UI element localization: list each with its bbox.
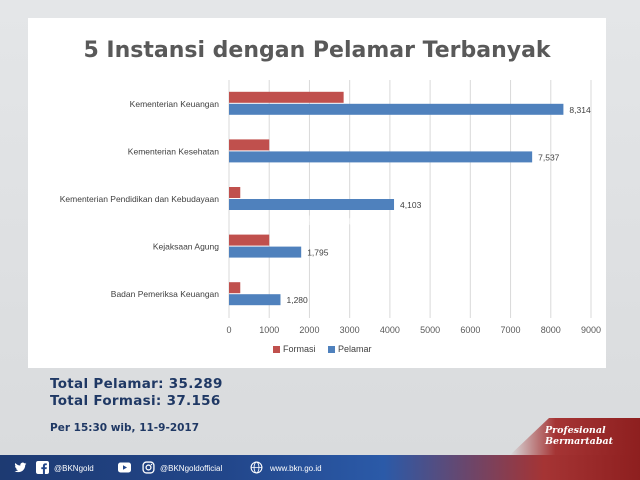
globe-icon (250, 461, 263, 474)
category-label: Kejaksaan Agung (153, 242, 219, 252)
x-tick-label: 8000 (541, 325, 561, 335)
youtube-icon (118, 462, 131, 473)
instagram-icon (142, 461, 155, 474)
data-label: 4,103 (400, 200, 422, 210)
x-tick-label: 6000 (460, 325, 480, 335)
x-tick-label: 1000 (259, 325, 279, 335)
category-label: Kementerian Keuangan (130, 99, 220, 109)
facebook-handle: @BKNgold (54, 464, 94, 473)
legend-label: Formasi (283, 344, 316, 354)
watermark-text: @BKNgold (283, 212, 357, 228)
total-pelamar: Total Pelamar: 35.289 (50, 376, 223, 392)
summary-block: Total Pelamar: 35.289 Total Formasi: 37.… (50, 376, 223, 434)
category-label: Badan Pemeriksa Keuangan (111, 289, 219, 299)
total-formasi: Total Formasi: 37.156 (50, 393, 221, 409)
bar-formasi (229, 91, 344, 103)
bar-pelamar (229, 151, 533, 163)
bar-formasi (229, 139, 270, 151)
data-label: 8,314 (569, 105, 591, 115)
bar-pelamar (229, 294, 281, 306)
bar-formasi (229, 282, 241, 294)
tagline-line-2: Bermartabat (545, 436, 614, 447)
twitter-icon (14, 462, 27, 473)
bar-chart: 0 1000 2000 3000 4000 5000 6000 7000 8000 9000 Kem… (60, 80, 601, 354)
chart-panel: 0 1000 2000 3000 4000 5000 6000 7000 8000 9000 Kem… (28, 18, 606, 368)
bar-pelamar (229, 199, 395, 210)
chart-title: 5 Instansi dengan Pelamar Terbanyak (83, 38, 551, 63)
facebook-icon (36, 461, 49, 474)
legend-label: Pelamar (338, 344, 372, 354)
bar-pelamar (229, 246, 302, 258)
footer-bar: @BKNgold @BKNgoldofficial www.bkn.go.id (0, 455, 640, 480)
legend-swatch (273, 346, 280, 353)
x-tick-label: 9000 (581, 325, 601, 335)
website-url: www.bkn.go.id (270, 464, 322, 473)
data-label: 7,537 (538, 152, 560, 162)
category-label: Kementerian Kesehatan (128, 146, 219, 156)
instagram-handle: @BKNgoldofficial (160, 464, 223, 473)
x-tick-label: 3000 (340, 325, 360, 335)
x-tick-label: 7000 (501, 325, 521, 335)
x-tick-label: 5000 (420, 325, 440, 335)
tagline-line-1: Profesional (545, 425, 606, 436)
bar-pelamar (229, 103, 564, 115)
x-tick-label: 2000 (299, 325, 319, 335)
bar-formasi (229, 234, 270, 246)
data-label: 1,280 (286, 295, 308, 305)
x-tick-label: 0 (226, 325, 231, 335)
bar-formasi (229, 187, 241, 198)
x-tick-label: 4000 (380, 325, 400, 335)
data-label: 1,795 (307, 248, 329, 258)
category-label: Kementerian Pendidikan dan Kebudayaan (60, 194, 220, 204)
tagline: Profesional Bermartabat (545, 425, 635, 447)
legend-swatch (328, 346, 335, 353)
timestamp: Per 15:30 wib, 11-9-2017 (50, 422, 200, 434)
